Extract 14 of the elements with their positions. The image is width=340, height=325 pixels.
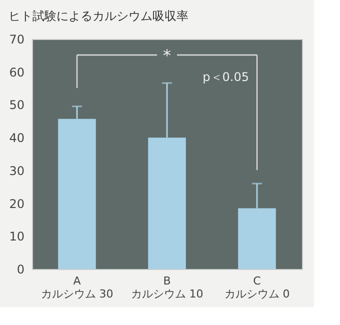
y-tick-label: 10 <box>9 230 24 244</box>
y-tick-label: 60 <box>9 65 24 80</box>
chart-title: ヒト試験によるカルシウム吸収率 <box>8 9 189 23</box>
y-tick-label: 20 <box>9 196 24 211</box>
x-tick-label: A カルシウム 30 <box>40 274 114 300</box>
x-tick-label: C カルシウム 0 <box>224 274 290 300</box>
y-tick-label: 50 <box>9 98 24 112</box>
y-tick-label: 30 <box>9 164 24 178</box>
y-tick-label: 70 <box>9 32 24 46</box>
annotation: * <box>163 46 171 65</box>
y-tick-label: 40 <box>9 131 24 146</box>
x-tick-label: B カルシウム 10 <box>130 274 204 300</box>
annotation: p＜0.05 <box>202 70 249 84</box>
y-tick-label: 0 <box>16 262 24 276</box>
